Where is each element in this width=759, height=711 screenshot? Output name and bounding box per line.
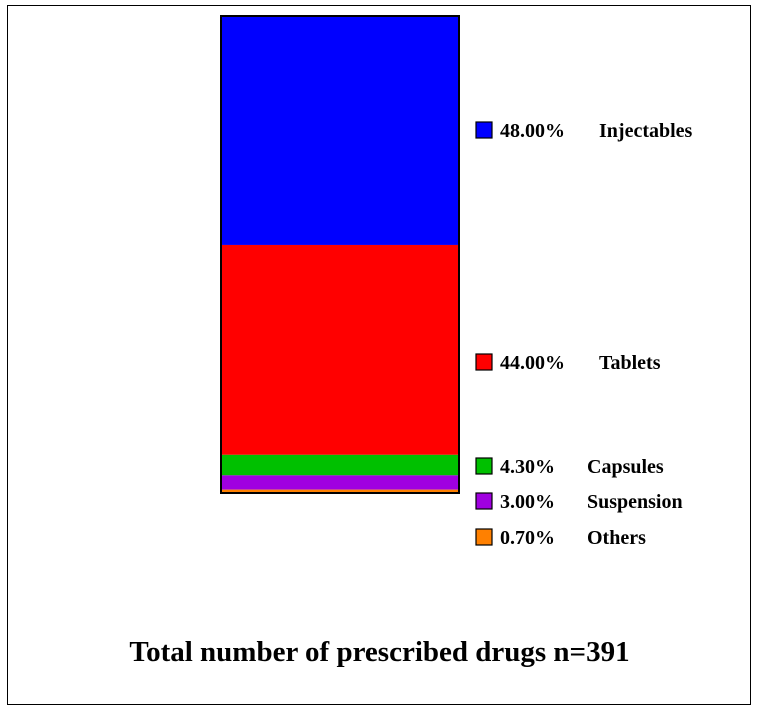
legend-value-injectables: 48.00% [500,120,565,142]
legend-value-tablets: 44.00% [500,352,565,374]
legend: 48.00% Injectables 44.00% Tablets 4.30% Capsu… [475,120,693,549]
stacked-bar [220,15,460,494]
legend-swatch-capsules [475,457,493,475]
bar-segment-suspension [221,475,459,490]
chart-caption: Total number of prescribed drugs n=391 [129,636,630,668]
bar-outline [220,15,460,494]
legend-value-others: 0.70% [500,527,555,549]
legend-label-capsules: Capsules [587,456,664,478]
bar-segment-others [221,489,459,493]
legend-value-capsules: 4.30% [500,456,555,478]
legend-swatch-suspension [475,492,493,510]
bar-segment-injectables [221,16,459,245]
legend-value-suspension: 3.00% [500,491,555,513]
legend-swatch-others [475,528,493,546]
legend-swatch-tablets [475,353,493,371]
bar-segment-capsules [221,454,459,476]
legend-swatch-injectables [475,121,493,139]
legend-label-tablets: Tablets [599,352,661,374]
bar-segment-tablets [221,244,459,455]
legend-label-injectables: Injectables [599,120,693,142]
legend-label-suspension: Suspension [587,491,683,513]
legend-label-others: Others [587,527,646,549]
